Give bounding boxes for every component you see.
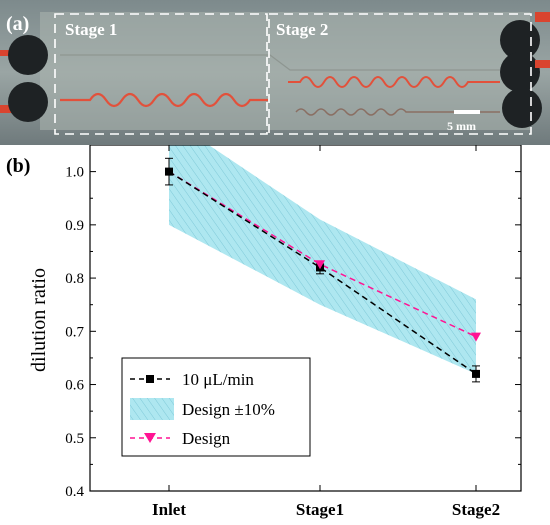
x-tick-label: Stage2 <box>452 500 500 519</box>
tube-connectors <box>0 12 550 128</box>
legend-label-design: Design <box>182 429 231 448</box>
chip-photo: (a) Stage 1 Stage 2 5 mm <box>0 0 550 145</box>
legend-entry-band: Design ±10% <box>130 398 275 420</box>
design-band <box>169 145 476 374</box>
y-tick-label: 0.9 <box>65 218 84 234</box>
panel-a-label: (a) <box>6 13 29 35</box>
x-tick-label: Inlet <box>152 500 186 519</box>
stage2-box <box>268 13 532 135</box>
serpentine-channel-stage2 <box>288 76 500 88</box>
scale-bar-label: 5 mm <box>447 119 476 133</box>
y-tick-label: 0.7 <box>65 324 84 340</box>
panel-b-label: (b) <box>6 155 30 177</box>
measured-point <box>165 167 173 176</box>
y-axis-label: dilution ratio <box>28 268 50 372</box>
design-point <box>471 332 481 342</box>
stage1-box <box>54 13 268 135</box>
stage1-label: Stage 1 <box>65 20 117 39</box>
legend: 10 μL/min Design ±10% Design <box>121 357 311 457</box>
measured-line <box>168 170 477 375</box>
serpentine-channel-stage2-lower <box>295 108 500 116</box>
legend-label-band: Design ±10% <box>182 400 275 419</box>
design-line <box>168 170 477 338</box>
upper-channel <box>60 54 500 71</box>
measured-point <box>472 369 480 378</box>
design-point <box>315 260 325 270</box>
chip-body <box>40 12 530 130</box>
y-tick-label: 0.8 <box>65 271 84 287</box>
scale-bar <box>454 110 480 114</box>
legend-entry-measured: 10 μL/min <box>130 370 254 389</box>
serpentine-channel-stage1 <box>60 92 268 108</box>
legend-label-measured: 10 μL/min <box>182 370 254 389</box>
x-tick-label: Stage1 <box>296 500 344 519</box>
stage2-label: Stage 2 <box>276 20 328 39</box>
y-tick-label: 0.4 <box>65 484 84 500</box>
legend-entry-design: Design <box>130 429 231 448</box>
plot-frame <box>89 145 522 492</box>
y-tick-label: 1.0 <box>65 165 84 181</box>
dilution-chart: (b) 0.4 0.5 0.6 0.7 0.8 0.9 1.0 Inlet Stage1 Stag… <box>6 145 522 519</box>
y-tick-label: 0.5 <box>65 431 84 447</box>
y-tick-label: 0.6 <box>65 378 84 394</box>
